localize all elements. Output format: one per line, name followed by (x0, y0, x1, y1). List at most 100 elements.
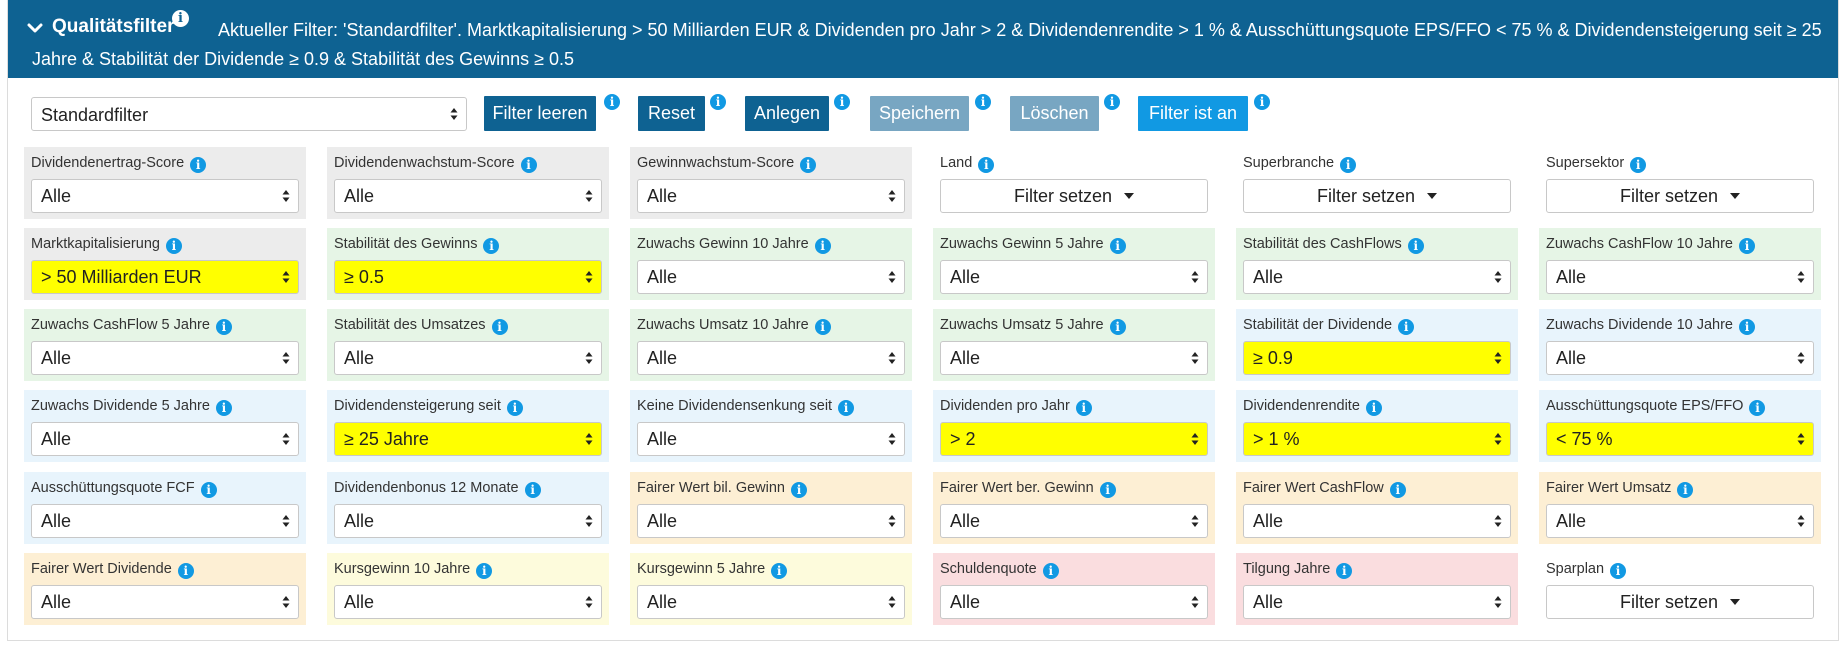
filter-select[interactable]: < 75 % (1546, 422, 1814, 456)
info-icon[interactable]: i (506, 400, 523, 416)
info-icon[interactable]: i (771, 563, 788, 579)
info-icon[interactable]: i (1042, 563, 1059, 579)
info-icon[interactable]: i (1739, 319, 1755, 335)
filter-select[interactable]: Alle (1243, 504, 1511, 538)
create-info-icon[interactable]: i (834, 94, 850, 110)
info-icon[interactable]: i (200, 482, 217, 498)
info-icon[interactable]: i (1340, 157, 1357, 173)
info-icon[interactable]: i (524, 482, 541, 498)
info-icon[interactable]: i (483, 238, 500, 254)
filter-select[interactable]: Alle (940, 260, 1208, 294)
filter-select[interactable]: Alle (1546, 504, 1814, 538)
info-icon[interactable]: i (1365, 400, 1382, 416)
filter-set-dropdown[interactable]: Filter setzen (940, 179, 1208, 213)
info-icon[interactable]: i (520, 157, 537, 173)
filter-select[interactable]: Alle (637, 585, 905, 619)
filter-select[interactable]: Alle (637, 341, 905, 375)
info-icon[interactable]: i (1677, 482, 1694, 498)
filter-label-text: Stabilität der Dividende (1243, 317, 1393, 333)
info-icon[interactable]: i (1749, 400, 1766, 416)
filter-label: Superbranche i (1243, 155, 1357, 173)
filter-select[interactable]: Alle (940, 585, 1208, 619)
chevron-down-icon[interactable] (26, 19, 44, 37)
save-button[interactable]: Speichern (870, 96, 969, 131)
filter-select[interactable]: Alle (31, 341, 299, 375)
filter-select[interactable]: Alle (334, 341, 602, 375)
filter-select[interactable]: Alle (637, 422, 905, 456)
info-icon[interactable]: i (177, 563, 194, 579)
filter-set-dropdown[interactable]: Filter setzen (1546, 179, 1814, 213)
info-icon[interactable]: i (1398, 319, 1415, 335)
filter-select[interactable]: Alle (31, 422, 299, 456)
filter-label-text: Ausschüttungsquote EPS/FFO (1546, 398, 1744, 414)
filter-set-dropdown[interactable]: Filter setzen (1243, 179, 1511, 213)
filter-cell-dividenden-pro-jahr: Dividenden pro Jahr i > 2 (933, 390, 1215, 462)
title-info-icon[interactable]: i (172, 10, 189, 27)
clear-filter-info-icon[interactable]: i (604, 94, 620, 110)
info-icon[interactable]: i (476, 563, 493, 579)
filter-preset-select[interactable]: Standardfilter (31, 97, 467, 131)
info-icon[interactable]: i (165, 238, 182, 254)
info-icon[interactable]: i (1075, 400, 1092, 416)
filter-select[interactable]: ≥ 25 Jahre (334, 422, 602, 456)
reset-button[interactable]: Reset (638, 96, 705, 131)
filter-select[interactable]: Alle (1243, 585, 1511, 619)
filter-select[interactable]: > 50 Milliarden EUR (31, 260, 299, 294)
info-icon[interactable]: i (1630, 157, 1647, 173)
filter-label: Dividendenbonus 12 Monate i (334, 480, 541, 498)
info-icon[interactable]: i (215, 400, 232, 416)
filter-select[interactable]: > 1 % (1243, 422, 1511, 456)
info-icon[interactable]: i (791, 482, 807, 498)
filter-select[interactable]: Alle (334, 504, 602, 538)
filter-select[interactable]: Alle (637, 179, 905, 213)
filter-header[interactable]: Qualitätsfilter i Aktueller Filter: 'Sta… (8, 0, 1838, 78)
reset-info-icon[interactable]: i (710, 94, 726, 110)
info-icon[interactable]: i (800, 157, 817, 173)
filter-select[interactable]: > 2 (940, 422, 1208, 456)
info-icon[interactable]: i (1738, 238, 1755, 254)
filter-select[interactable]: ≥ 0.5 (334, 260, 602, 294)
info-icon[interactable]: i (1389, 482, 1406, 498)
filter-select[interactable]: Alle (1243, 260, 1511, 294)
filter-select[interactable]: Alle (1546, 341, 1814, 375)
filter-select[interactable]: Alle (334, 585, 602, 619)
info-icon[interactable]: i (1099, 482, 1116, 498)
filter-set-dropdown[interactable]: Filter setzen (1546, 585, 1814, 619)
filter-select[interactable]: Alle (940, 341, 1208, 375)
info-icon[interactable]: i (1610, 563, 1627, 579)
filter-label-text: Stabilität des CashFlows (1243, 236, 1402, 252)
filter-label: Zuwachs Dividende 5 Jahre i (31, 398, 232, 416)
clear-filter-button[interactable]: Filter leeren (484, 96, 596, 131)
delete-info-icon[interactable]: i (1104, 94, 1120, 110)
filter-active-button[interactable]: Filter ist an (1138, 96, 1248, 131)
info-icon[interactable]: i (978, 157, 995, 173)
filter-select[interactable]: Alle (334, 179, 602, 213)
info-icon[interactable]: i (1336, 563, 1353, 579)
info-icon[interactable]: i (1109, 238, 1126, 254)
filter-select[interactable]: ≥ 0.9 (1243, 341, 1511, 375)
filter-select[interactable]: Alle (31, 585, 299, 619)
select-arrows-icon (585, 433, 593, 445)
info-icon[interactable]: i (838, 400, 855, 416)
filter-label-text: Zuwachs Dividende 5 Jahre (31, 398, 210, 414)
info-icon[interactable]: i (814, 319, 831, 335)
select-arrows-icon (1494, 515, 1502, 527)
filter-select[interactable]: Alle (1546, 260, 1814, 294)
filter-select[interactable]: Alle (31, 179, 299, 213)
filter-select[interactable]: Alle (940, 504, 1208, 538)
filter-label: Fairer Wert CashFlow i (1243, 480, 1406, 498)
create-button[interactable]: Anlegen (745, 96, 829, 131)
select-arrows-icon (1191, 352, 1199, 364)
delete-button[interactable]: Löschen (1010, 96, 1099, 131)
info-icon[interactable]: i (491, 319, 508, 335)
filter-active-info-icon[interactable]: i (1254, 94, 1270, 110)
info-icon[interactable]: i (190, 157, 207, 173)
filter-select[interactable]: Alle (637, 504, 905, 538)
info-icon[interactable]: i (215, 319, 232, 335)
info-icon[interactable]: i (814, 238, 831, 254)
save-info-icon[interactable]: i (975, 94, 991, 110)
info-icon[interactable]: i (1407, 238, 1424, 254)
filter-select[interactable]: Alle (637, 260, 905, 294)
filter-select[interactable]: Alle (31, 504, 299, 538)
info-icon[interactable]: i (1109, 319, 1126, 335)
